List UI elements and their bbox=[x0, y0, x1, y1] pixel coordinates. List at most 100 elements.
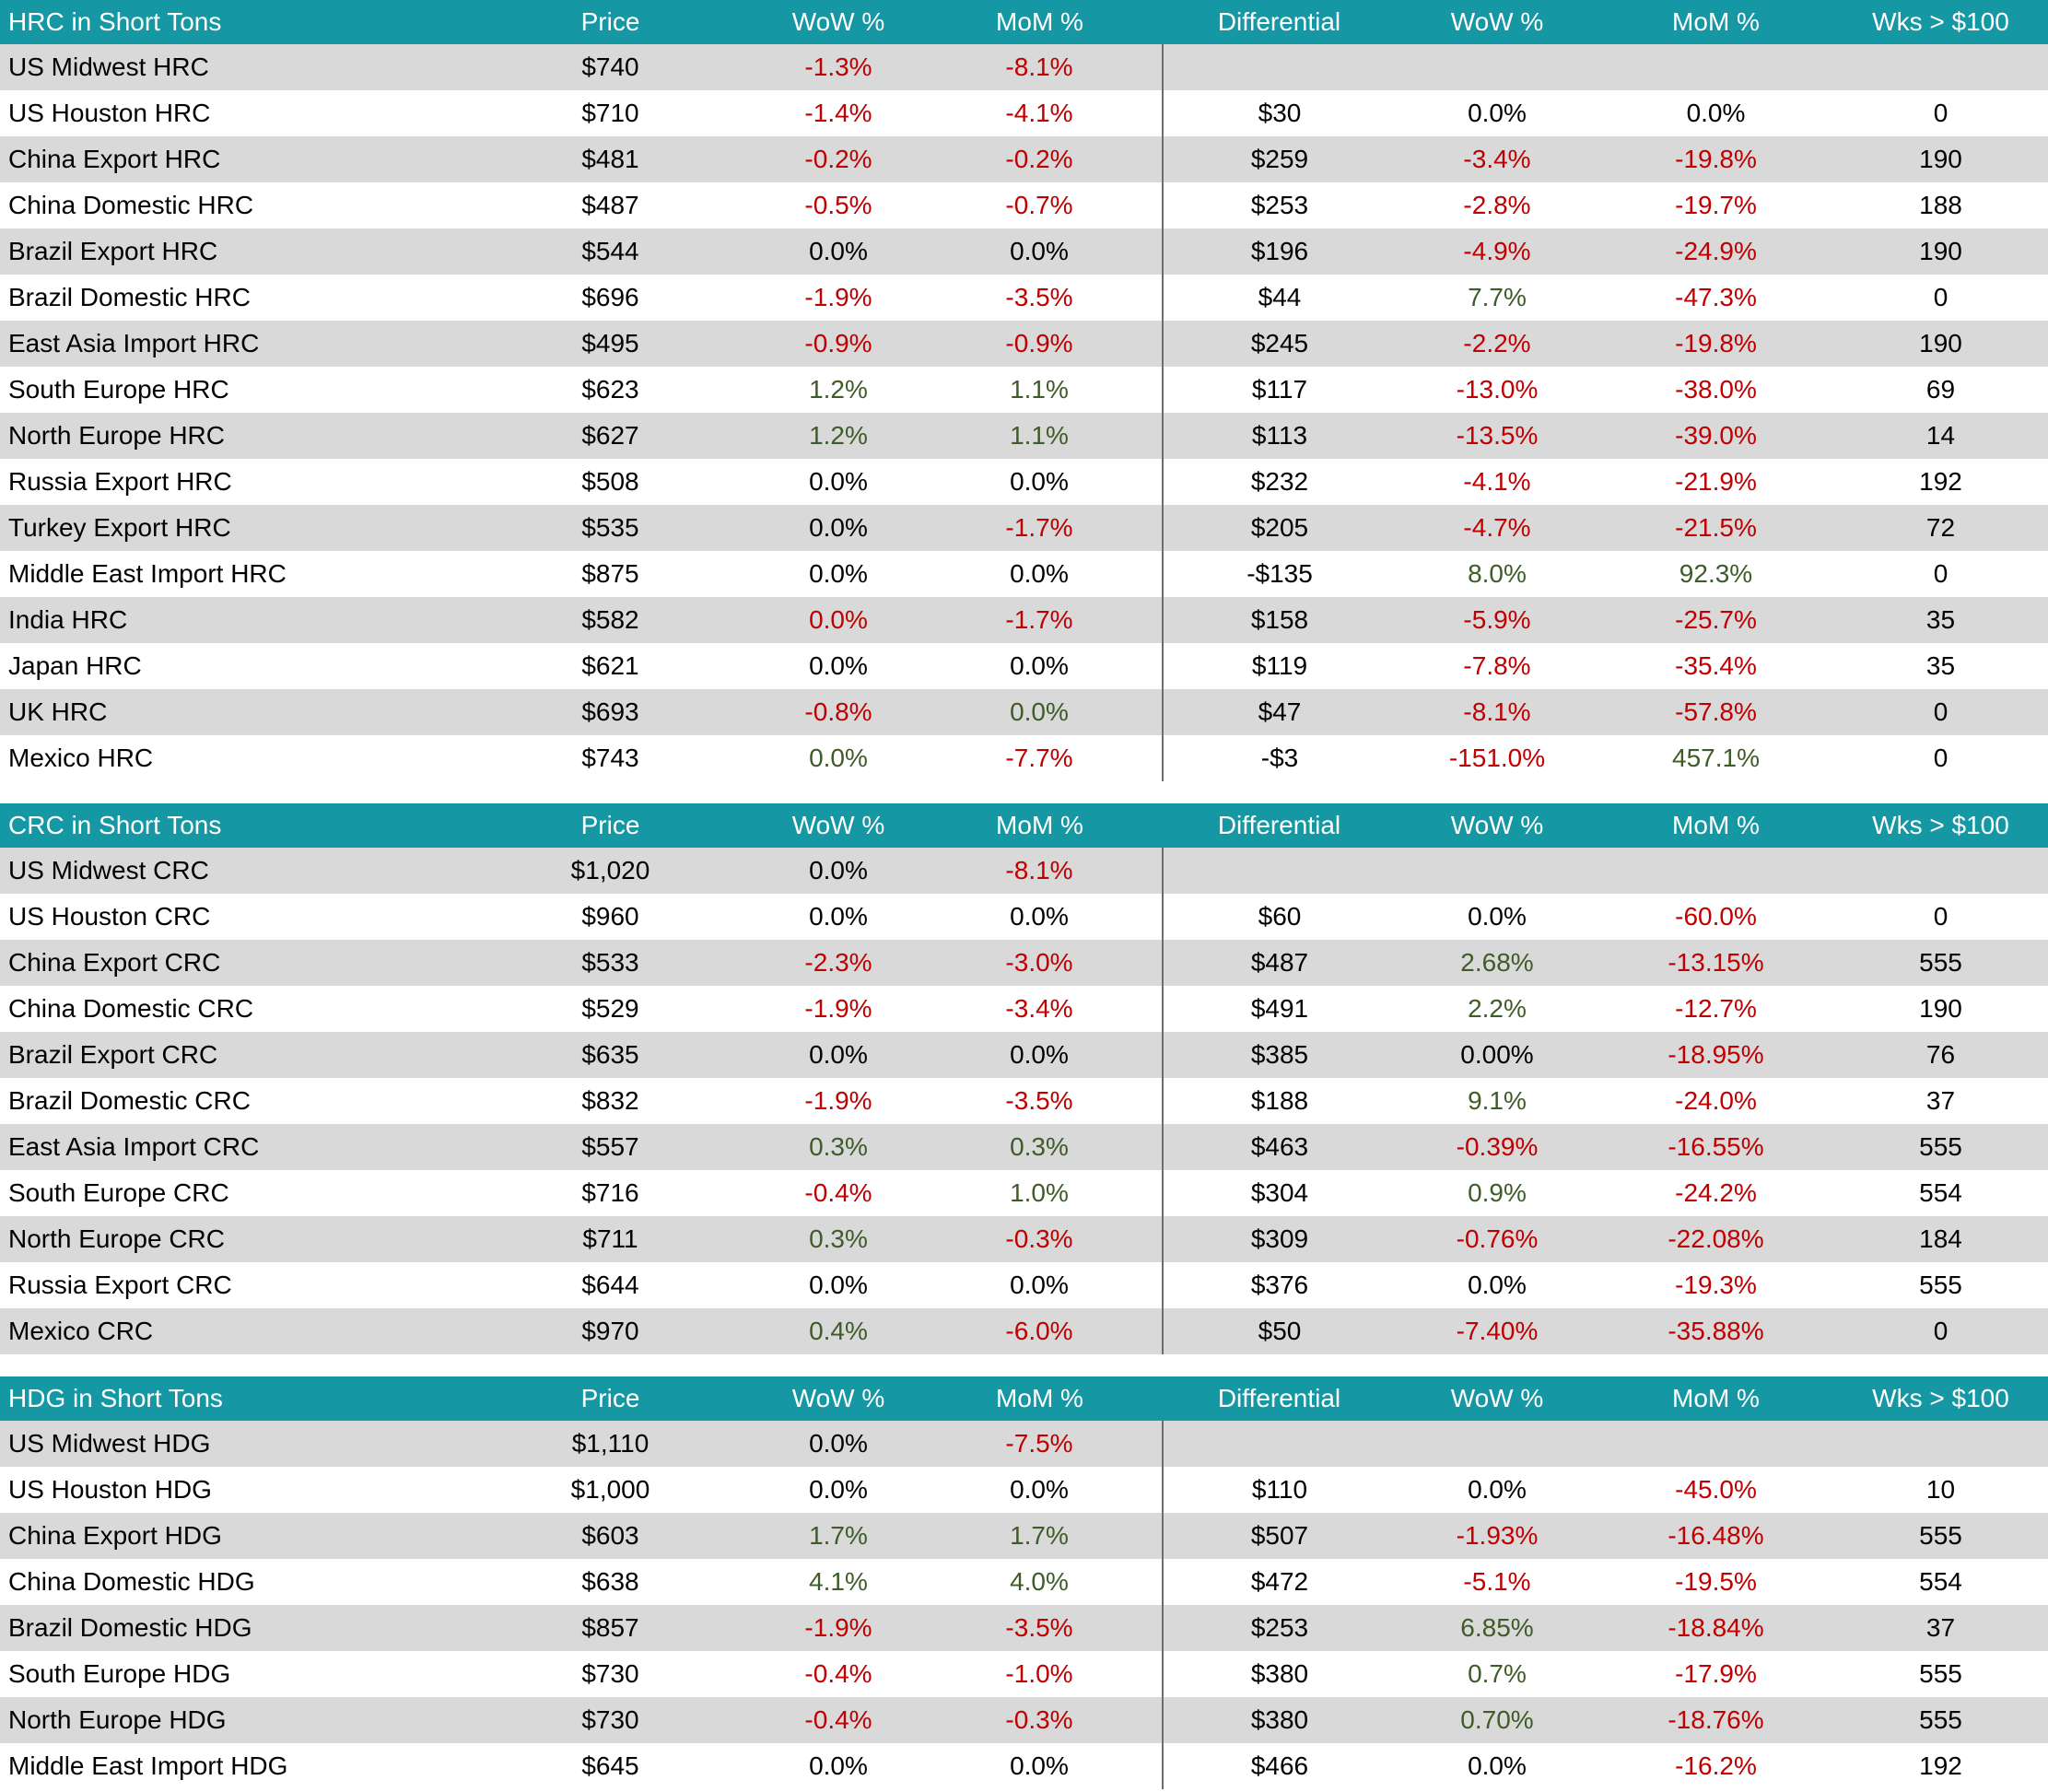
differential-cell: $259 bbox=[1162, 136, 1396, 182]
diff-wow-pct-cell: -4.1% bbox=[1396, 459, 1598, 505]
diff-mom-pct-cell: -22.08% bbox=[1598, 1216, 1833, 1262]
table-row: East Asia Import CRC $557 0.3% 0.3% $463 -0.3… bbox=[0, 1124, 2048, 1170]
row-label: Russia Export HRC bbox=[0, 459, 461, 505]
row-label: Brazil Domestic HRC bbox=[0, 275, 461, 321]
diff-wow-pct-cell: 2.2% bbox=[1396, 986, 1598, 1032]
wow-pct-cell: 0.0% bbox=[760, 1262, 917, 1308]
differential-cell: $253 bbox=[1162, 182, 1396, 228]
differential-cell bbox=[1162, 44, 1396, 90]
diff-mom-pct-cell: 0.0% bbox=[1598, 90, 1833, 136]
weeks-over-100-cell: 76 bbox=[1833, 1032, 2048, 1078]
col-header-weeks-over-100: Wks > $100 bbox=[1833, 1376, 2048, 1421]
differential-cell: $487 bbox=[1162, 940, 1396, 986]
mom-pct-cell: -3.5% bbox=[917, 1078, 1163, 1124]
differential-cell: $472 bbox=[1162, 1559, 1396, 1605]
mom-pct-cell: -0.7% bbox=[917, 182, 1163, 228]
differential-cell bbox=[1162, 848, 1396, 894]
differential-cell: -$135 bbox=[1162, 551, 1396, 597]
row-label: China Domestic HRC bbox=[0, 182, 461, 228]
col-header-price: Price bbox=[461, 1376, 760, 1421]
table-row: South Europe HDG $730 -0.4% -1.0% $380 0.7% -1… bbox=[0, 1651, 2048, 1697]
mom-pct-cell: -6.0% bbox=[917, 1308, 1163, 1354]
mom-pct-cell: -4.1% bbox=[917, 90, 1163, 136]
row-label: North Europe HRC bbox=[0, 413, 461, 459]
mom-pct-cell: 0.3% bbox=[917, 1124, 1163, 1170]
wow-pct-cell: -0.5% bbox=[760, 182, 917, 228]
differential-cell: $463 bbox=[1162, 1124, 1396, 1170]
price-cell: $711 bbox=[461, 1216, 760, 1262]
wow-pct-cell: 0.0% bbox=[760, 551, 917, 597]
diff-mom-pct-cell: -35.4% bbox=[1598, 643, 1833, 689]
row-label: Brazil Domestic HDG bbox=[0, 1605, 461, 1651]
table-row: China Domestic CRC $529 -1.9% -3.4% $491 2.2%… bbox=[0, 986, 2048, 1032]
row-label: US Midwest HDG bbox=[0, 1421, 461, 1467]
hrc-table-body: US Midwest HRC $740 -1.3% -8.1% US Houston H… bbox=[0, 44, 2048, 781]
wow-pct-cell: 0.0% bbox=[760, 1032, 917, 1078]
diff-mom-pct-cell: -21.5% bbox=[1598, 505, 1833, 551]
diff-wow-pct-cell: -0.39% bbox=[1396, 1124, 1598, 1170]
mom-pct-cell: -7.7% bbox=[917, 735, 1163, 781]
differential-cell: $304 bbox=[1162, 1170, 1396, 1216]
col-header-differential: Differential bbox=[1163, 1376, 1396, 1421]
wow-pct-cell: -1.3% bbox=[760, 44, 917, 90]
wow-pct-cell: 0.0% bbox=[760, 848, 917, 894]
weeks-over-100-cell: 555 bbox=[1833, 940, 2048, 986]
price-cell: $730 bbox=[461, 1651, 760, 1697]
weeks-over-100-cell: 190 bbox=[1833, 986, 2048, 1032]
row-label: East Asia Import CRC bbox=[0, 1124, 461, 1170]
row-label: US Midwest HRC bbox=[0, 44, 461, 90]
col-header-diff-mom-pct: MoM % bbox=[1598, 0, 1833, 44]
differential-cell: -$3 bbox=[1162, 735, 1396, 781]
weeks-over-100-cell: 190 bbox=[1833, 321, 2048, 367]
table-row: Russia Export CRC $644 0.0% 0.0% $376 0.0% -19… bbox=[0, 1262, 2048, 1308]
diff-wow-pct-cell: 0.9% bbox=[1396, 1170, 1598, 1216]
diff-wow-pct-cell: 0.0% bbox=[1396, 1743, 1598, 1789]
hdg-header-row: HDG in Short Tons Price WoW % MoM % Diff… bbox=[0, 1376, 2048, 1421]
row-label: Turkey Export HRC bbox=[0, 505, 461, 551]
hdg-price-table: HDG in Short Tons Price WoW % MoM % Diff… bbox=[0, 1376, 2048, 1789]
row-label: Mexico HRC bbox=[0, 735, 461, 781]
price-cell: $635 bbox=[461, 1032, 760, 1078]
diff-mom-pct-cell: -24.2% bbox=[1598, 1170, 1833, 1216]
weeks-over-100-cell: 72 bbox=[1833, 505, 2048, 551]
diff-wow-pct-cell: 0.0% bbox=[1396, 1467, 1598, 1513]
table-row: Mexico CRC $970 0.4% -6.0% $50 -7.40% -35.88% 0 bbox=[0, 1308, 2048, 1354]
differential-cell: $309 bbox=[1162, 1216, 1396, 1262]
diff-mom-pct-cell: 457.1% bbox=[1598, 735, 1833, 781]
col-header-differential: Differential bbox=[1163, 803, 1396, 848]
diff-mom-pct-cell: -19.3% bbox=[1598, 1262, 1833, 1308]
row-label: South Europe CRC bbox=[0, 1170, 461, 1216]
price-cell: $970 bbox=[461, 1308, 760, 1354]
diff-mom-pct-cell: -21.9% bbox=[1598, 459, 1833, 505]
wow-pct-cell: -1.4% bbox=[760, 90, 917, 136]
row-label: UK HRC bbox=[0, 689, 461, 735]
diff-mom-pct-cell: -60.0% bbox=[1598, 894, 1833, 940]
col-header-diff-wow-pct: WoW % bbox=[1396, 1376, 1598, 1421]
mom-pct-cell: -1.7% bbox=[917, 597, 1163, 643]
price-cell: $740 bbox=[461, 44, 760, 90]
diff-wow-pct-cell: -151.0% bbox=[1396, 735, 1598, 781]
diff-wow-pct-cell: -2.8% bbox=[1396, 182, 1598, 228]
diff-mom-pct-cell: -18.95% bbox=[1598, 1032, 1833, 1078]
col-header-weeks-over-100: Wks > $100 bbox=[1833, 803, 2048, 848]
table-row: North Europe CRC $711 0.3% -0.3% $309 -0.76% -… bbox=[0, 1216, 2048, 1262]
weeks-over-100-cell: 37 bbox=[1833, 1078, 2048, 1124]
mom-pct-cell: -3.0% bbox=[917, 940, 1163, 986]
table-title-hdg: HDG in Short Tons bbox=[0, 1376, 461, 1421]
diff-mom-pct-cell: -24.0% bbox=[1598, 1078, 1833, 1124]
table-title-hrc: HRC in Short Tons bbox=[0, 0, 461, 44]
wow-pct-cell: 1.7% bbox=[760, 1513, 917, 1559]
mom-pct-cell: -1.0% bbox=[917, 1651, 1163, 1697]
price-cell: $832 bbox=[461, 1078, 760, 1124]
table-row: Middle East Import HDG $645 0.0% 0.0% $466 0.… bbox=[0, 1743, 2048, 1789]
diff-mom-pct-cell: -16.55% bbox=[1598, 1124, 1833, 1170]
price-cell: $495 bbox=[461, 321, 760, 367]
crc-header-row: CRC in Short Tons Price WoW % MoM % Diff… bbox=[0, 803, 2048, 848]
weeks-over-100-cell: 0 bbox=[1833, 551, 2048, 597]
diff-wow-pct-cell: 8.0% bbox=[1396, 551, 1598, 597]
wow-pct-cell: 0.0% bbox=[760, 459, 917, 505]
diff-wow-pct-cell: -5.1% bbox=[1396, 1559, 1598, 1605]
crc-price-table: CRC in Short Tons Price WoW % MoM % Diff… bbox=[0, 803, 2048, 1354]
mom-pct-cell: 1.1% bbox=[917, 367, 1163, 413]
row-label: Brazil Export CRC bbox=[0, 1032, 461, 1078]
